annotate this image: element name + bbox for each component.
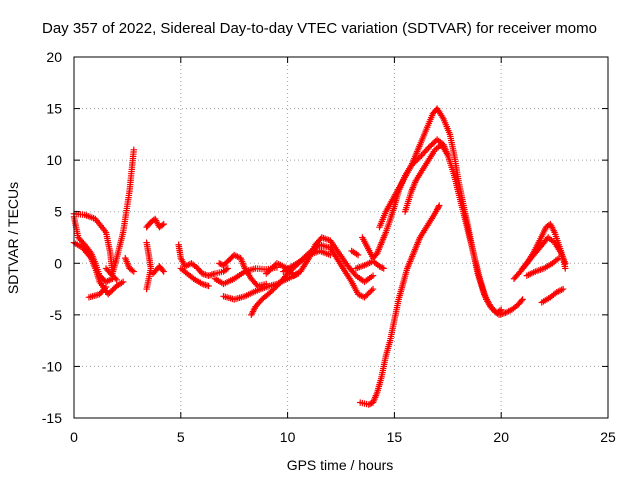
series-markers bbox=[348, 247, 362, 259]
series-markers bbox=[122, 254, 138, 275]
series-markers bbox=[175, 241, 231, 279]
x-tick-label: 25 bbox=[600, 429, 616, 445]
series-trace-w bbox=[401, 141, 451, 215]
series-trace-v bbox=[376, 136, 526, 319]
data-series bbox=[70, 105, 569, 408]
series-trace-m bbox=[216, 251, 270, 290]
series-trace-f bbox=[122, 254, 138, 275]
series-markers bbox=[523, 254, 563, 279]
axis-ticks: 0 5 10 15 20 25 -15 -10 -5 0 5 10 15 20 bbox=[42, 49, 616, 445]
series-markers bbox=[280, 247, 334, 275]
y-tick-label: -10 bbox=[42, 358, 62, 374]
series-markers bbox=[538, 285, 567, 306]
series-markers bbox=[357, 202, 443, 408]
series-trace-t bbox=[357, 202, 443, 408]
series-markers bbox=[102, 265, 120, 283]
series-markers bbox=[519, 234, 569, 272]
series-trace-s bbox=[348, 247, 362, 259]
series-markers bbox=[143, 239, 155, 293]
x-tick-label: 15 bbox=[387, 429, 403, 445]
grid-lines bbox=[74, 57, 608, 418]
series-markers bbox=[376, 136, 526, 319]
y-tick-label: -5 bbox=[50, 307, 63, 323]
series-markers bbox=[149, 263, 167, 277]
y-tick-label: 15 bbox=[46, 101, 62, 117]
series-markers bbox=[85, 283, 110, 301]
series-markers bbox=[263, 234, 377, 286]
series-markers bbox=[177, 265, 212, 290]
y-tick-label: 20 bbox=[46, 49, 62, 65]
series-trace-d bbox=[85, 283, 110, 301]
series-markers bbox=[143, 215, 167, 231]
x-tick-label: 0 bbox=[70, 429, 78, 445]
series-markers bbox=[352, 258, 387, 272]
series-trace-h bbox=[143, 239, 155, 293]
y-tick-label: 0 bbox=[54, 255, 62, 271]
y-tick-label: 5 bbox=[54, 204, 62, 220]
series-trace-g bbox=[143, 215, 167, 231]
x-tick-label: 20 bbox=[493, 429, 509, 445]
x-axis-label: GPS time / hours bbox=[287, 457, 394, 473]
series-trace-z bbox=[523, 254, 563, 279]
series-trace-e bbox=[102, 265, 120, 283]
x-tick-label: 10 bbox=[280, 429, 296, 445]
series-trace-k bbox=[177, 265, 212, 290]
chart-title: Day 357 of 2022, Sidereal Day-to-day VTE… bbox=[42, 20, 597, 37]
series-trace-a bbox=[70, 146, 138, 277]
y-axis-label: SDTVAR / TECUs bbox=[5, 182, 21, 294]
plot-frame bbox=[73, 56, 609, 419]
y-tick-label: 10 bbox=[46, 152, 62, 168]
series-markers bbox=[216, 251, 270, 290]
series-trace-q bbox=[280, 247, 334, 275]
series-trace-p bbox=[263, 234, 377, 286]
x-tick-label: 5 bbox=[177, 429, 185, 445]
series-markers bbox=[401, 141, 451, 215]
series-trace-j bbox=[175, 241, 231, 279]
series-markers bbox=[70, 146, 138, 277]
series-trace-y bbox=[519, 234, 569, 272]
y-tick-label: -15 bbox=[42, 410, 62, 426]
series-trace-r bbox=[352, 258, 387, 272]
series-trace-aa bbox=[538, 285, 567, 306]
series-trace-i bbox=[149, 263, 167, 277]
